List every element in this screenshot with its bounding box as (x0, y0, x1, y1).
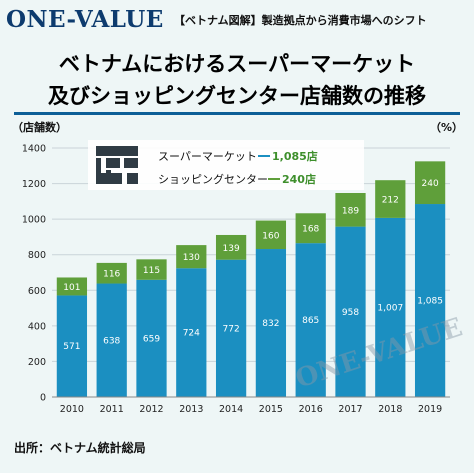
data-label-supermarket: 724 (183, 329, 200, 339)
bar-supermarket (255, 249, 287, 397)
chart-title-line1: ベトナムにおけるスーパーマーケット (58, 52, 416, 76)
data-label-shopping-center: 115 (143, 266, 160, 276)
data-label-shopping-center: 160 (262, 231, 279, 241)
data-label-supermarket: 1,085 (417, 297, 443, 307)
data-label-shopping-center: 139 (223, 244, 240, 254)
data-label-supermarket: 638 (103, 336, 120, 346)
legend-value-shopping-center: 240店 (282, 172, 316, 186)
bar-shopping-center (136, 259, 167, 280)
data-label-shopping-center: 240 (422, 179, 439, 189)
bar-supermarket (136, 279, 167, 397)
legend-label-shopping-center: ショッピングセンター (158, 172, 268, 186)
right-unit-label: （%） (430, 121, 464, 134)
bar-shopping-center (215, 234, 247, 260)
x-tick-label: 2010 (60, 404, 84, 415)
bar-supermarket (414, 204, 446, 397)
x-tick-label: 2017 (338, 404, 362, 415)
bar-shopping-center (176, 245, 207, 269)
data-label-supermarket: 571 (63, 342, 80, 352)
data-label-supermarket: 1,007 (377, 303, 403, 313)
y-tick-label: 200 (28, 357, 46, 368)
data-label-shopping-center: 116 (103, 270, 120, 280)
source-note: 出所：ベトナム統計総局 (14, 441, 146, 455)
x-tick-label: 2018 (378, 404, 402, 415)
bar-shopping-center (295, 213, 326, 244)
data-label-shopping-center: 130 (183, 253, 200, 263)
data-label-supermarket: 832 (262, 319, 279, 329)
data-label-supermarket: 772 (223, 324, 240, 334)
bar-supermarket (176, 268, 207, 397)
title-underline (14, 112, 460, 115)
y-tick-label: 400 (28, 321, 46, 332)
x-tick-label: 2011 (100, 404, 124, 415)
bar-supermarket (56, 295, 88, 397)
y-tick-label: 1400 (22, 144, 46, 155)
brand-logo: ONE-VALUE (6, 6, 164, 33)
bar-supermarket (215, 259, 247, 397)
x-tick-label: 2015 (259, 404, 283, 415)
data-label-shopping-center: 212 (382, 196, 399, 206)
y-tick-label: 1000 (22, 215, 46, 226)
x-tick-label: 2013 (179, 404, 203, 415)
x-tick-label: 2019 (418, 404, 442, 415)
x-tick-label: 2014 (219, 404, 243, 415)
bar-supermarket (295, 243, 326, 397)
y-axis-unit: （店舗数） (12, 121, 67, 134)
bar-supermarket (96, 283, 127, 397)
x-tick-label: 2012 (139, 404, 163, 415)
data-label-shopping-center: 101 (63, 283, 80, 293)
header-tagline: 【ベトナム図解】製造拠点から消費市場へのシフト (174, 14, 427, 27)
legend-value-supermarket: 1,085店 (272, 149, 318, 163)
bar-shopping-center (255, 220, 287, 250)
data-label-shopping-center: 168 (302, 225, 319, 235)
bar-shopping-center (56, 277, 88, 296)
bar-shopping-center (335, 192, 366, 227)
data-label-shopping-center: 189 (342, 206, 359, 216)
bar-shopping-center (414, 161, 446, 205)
x-tick-label: 2016 (299, 404, 323, 415)
data-label-supermarket: 958 (342, 308, 359, 318)
store-icon (96, 146, 138, 184)
data-label-supermarket: 865 (302, 316, 319, 326)
y-tick-label: 1200 (22, 179, 46, 190)
legend-label-supermarket: スーパーマーケット (158, 150, 257, 163)
data-label-supermarket: 659 (143, 334, 160, 344)
y-tick-label: 0 (40, 393, 46, 404)
y-tick-label: 600 (28, 286, 46, 297)
bar-shopping-center (375, 180, 406, 218)
chart-title-line2: 及びショッピングセンター店舗数の推移 (48, 84, 426, 108)
bar-shopping-center (96, 262, 127, 284)
bar-supermarket (335, 226, 366, 397)
bar-supermarket (375, 217, 406, 397)
y-tick-label: 800 (28, 250, 46, 261)
